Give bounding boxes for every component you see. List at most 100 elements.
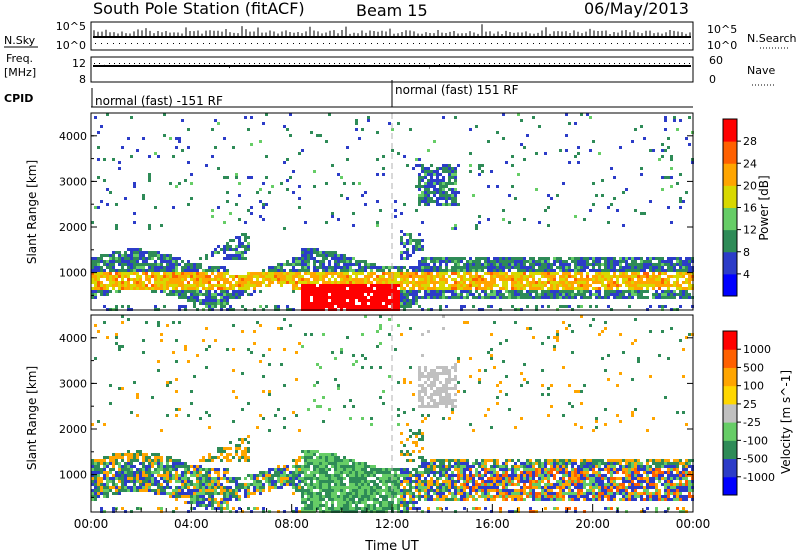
heatmap-cell <box>343 501 346 504</box>
heatmap-cell <box>340 501 343 504</box>
nsearch-dot <box>113 43 114 44</box>
heatmap-cell <box>289 269 292 272</box>
heatmap-cell <box>268 483 271 486</box>
heatmap-cell <box>307 248 310 251</box>
heatmap-cell <box>634 284 637 287</box>
heatmap-cell <box>682 272 685 275</box>
heatmap-cell <box>592 203 595 206</box>
heatmap-cell <box>469 128 472 131</box>
heatmap-cell <box>628 269 631 272</box>
heatmap-cell <box>241 278 244 281</box>
heatmap-cell <box>217 269 220 272</box>
nsearch-dot <box>143 43 144 44</box>
heatmap-cell <box>454 296 457 299</box>
heatmap-cell <box>124 471 127 474</box>
heatmap-cell <box>247 284 250 287</box>
heatmap-cell <box>139 489 142 492</box>
heatmap-cell <box>205 305 208 308</box>
heatmap-cell <box>370 281 373 284</box>
heatmap-cell <box>376 275 379 278</box>
heatmap-cell <box>619 275 622 278</box>
heatmap-cell <box>340 305 343 308</box>
heatmap-cell <box>349 293 352 296</box>
nsearch-dot <box>473 43 474 44</box>
heatmap-cell <box>607 257 610 260</box>
heatmap-cell <box>139 468 142 471</box>
heatmap-cell <box>160 492 163 495</box>
heatmap-cell <box>148 465 151 468</box>
heatmap-cell <box>286 474 289 477</box>
heatmap-cell <box>157 474 160 477</box>
heatmap-cell <box>280 486 283 489</box>
heatmap-cell <box>667 293 670 296</box>
heatmap-cell <box>118 161 121 164</box>
heatmap-cell <box>331 266 334 269</box>
heatmap-cell <box>376 501 379 504</box>
heatmap-cell <box>415 266 418 269</box>
heatmap-cell <box>484 287 487 290</box>
heatmap-cell <box>391 483 394 486</box>
heatmap-cell <box>352 492 355 495</box>
heatmap-cell <box>409 239 412 242</box>
heatmap-cell <box>337 507 340 510</box>
heatmap-cell <box>520 293 523 296</box>
heatmap-cell <box>214 293 217 296</box>
heatmap-cell <box>226 471 229 474</box>
heatmap-cell <box>181 269 184 272</box>
heatmap-cell <box>205 290 208 293</box>
heatmap-cell <box>424 293 427 296</box>
heatmap-cell <box>112 269 115 272</box>
heatmap-cell <box>235 480 238 483</box>
nsearch-dot <box>191 43 192 44</box>
heatmap-cell <box>649 260 652 263</box>
heatmap-cell <box>655 296 658 299</box>
heatmap-cell <box>178 495 181 498</box>
heatmap-cell <box>457 281 460 284</box>
heatmap-cell <box>334 465 337 468</box>
heatmap-cell <box>460 278 463 281</box>
heatmap-cell <box>562 278 565 281</box>
heatmap-cell <box>604 266 607 269</box>
nsearch-dot <box>341 43 342 44</box>
heatmap-cell <box>286 128 289 131</box>
heatmap-cell <box>361 284 364 287</box>
heatmap-cell <box>127 474 130 477</box>
heatmap-cell <box>247 474 250 477</box>
heatmap-cell <box>193 284 196 287</box>
heatmap-cell <box>406 293 409 296</box>
heatmap-cell <box>157 321 160 324</box>
heatmap-cell <box>226 281 229 284</box>
heatmap-cell <box>187 146 190 149</box>
heatmap-cell <box>130 459 133 462</box>
heatmap-cell <box>478 296 481 299</box>
heatmap-cell <box>118 474 121 477</box>
heatmap-cell <box>595 269 598 272</box>
heatmap-cell <box>121 287 124 290</box>
heatmap-cell <box>334 254 337 257</box>
heatmap-cell <box>463 275 466 278</box>
heatmap-cell <box>163 287 166 290</box>
heatmap-cell <box>241 330 244 333</box>
heatmap-cell <box>163 305 166 308</box>
heatmap-cell <box>244 245 247 248</box>
heatmap-cell <box>190 465 193 468</box>
heatmap-cell <box>415 242 418 245</box>
heatmap-cell <box>427 200 430 203</box>
heatmap-cell <box>199 302 202 305</box>
heatmap-cell <box>157 483 160 486</box>
heatmap-cell <box>301 299 304 302</box>
heatmap-cell <box>289 113 292 116</box>
heatmap-cell <box>424 203 427 206</box>
heatmap-cell <box>298 471 301 474</box>
heatmap-cell <box>139 266 142 269</box>
heatmap-cell <box>349 290 352 293</box>
heatmap-cell <box>358 474 361 477</box>
heatmap-cell <box>394 483 397 486</box>
heatmap-cell <box>148 278 151 281</box>
heatmap-cell <box>436 257 439 260</box>
heatmap-cell <box>391 149 394 152</box>
heatmap-cell <box>547 194 550 197</box>
heatmap-cell <box>619 257 622 260</box>
heatmap-cell <box>328 495 331 498</box>
heatmap-cell <box>280 284 283 287</box>
